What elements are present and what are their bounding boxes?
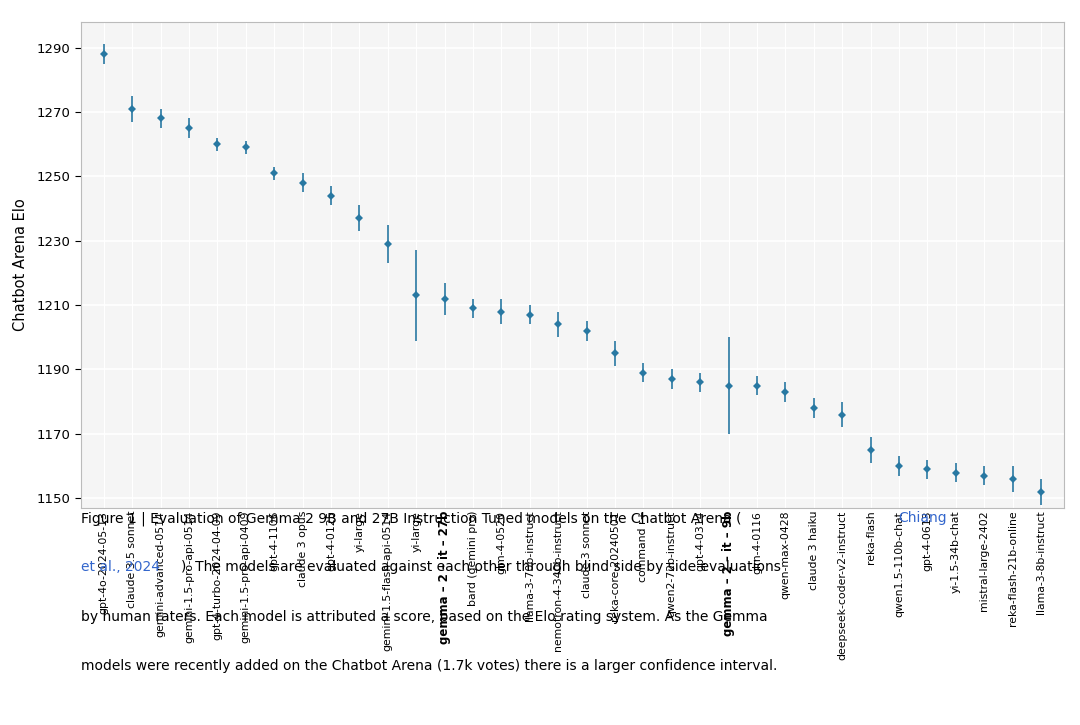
Y-axis label: Chatbot Arena Elo: Chatbot Arena Elo	[13, 199, 28, 331]
Text: Chiang: Chiang	[899, 511, 947, 525]
Text: Figure 1 | Evaluation of Gemma 2 9B and 27B Instruction Tuned models on the Chat: Figure 1 | Evaluation of Gemma 2 9B and …	[81, 511, 742, 526]
Text: ). The models are evaluated against each other through blind side by side evalua: ). The models are evaluated against each…	[181, 560, 781, 574]
Text: by human raters. Each model is attributed a score, based on the Elo rating syste: by human raters. Each model is attribute…	[81, 610, 768, 624]
Text: models were recently added on the Chatbot Arena (1.7k votes) there is a larger c: models were recently added on the Chatbo…	[81, 659, 778, 673]
Text: et al., 2024: et al., 2024	[81, 560, 160, 574]
